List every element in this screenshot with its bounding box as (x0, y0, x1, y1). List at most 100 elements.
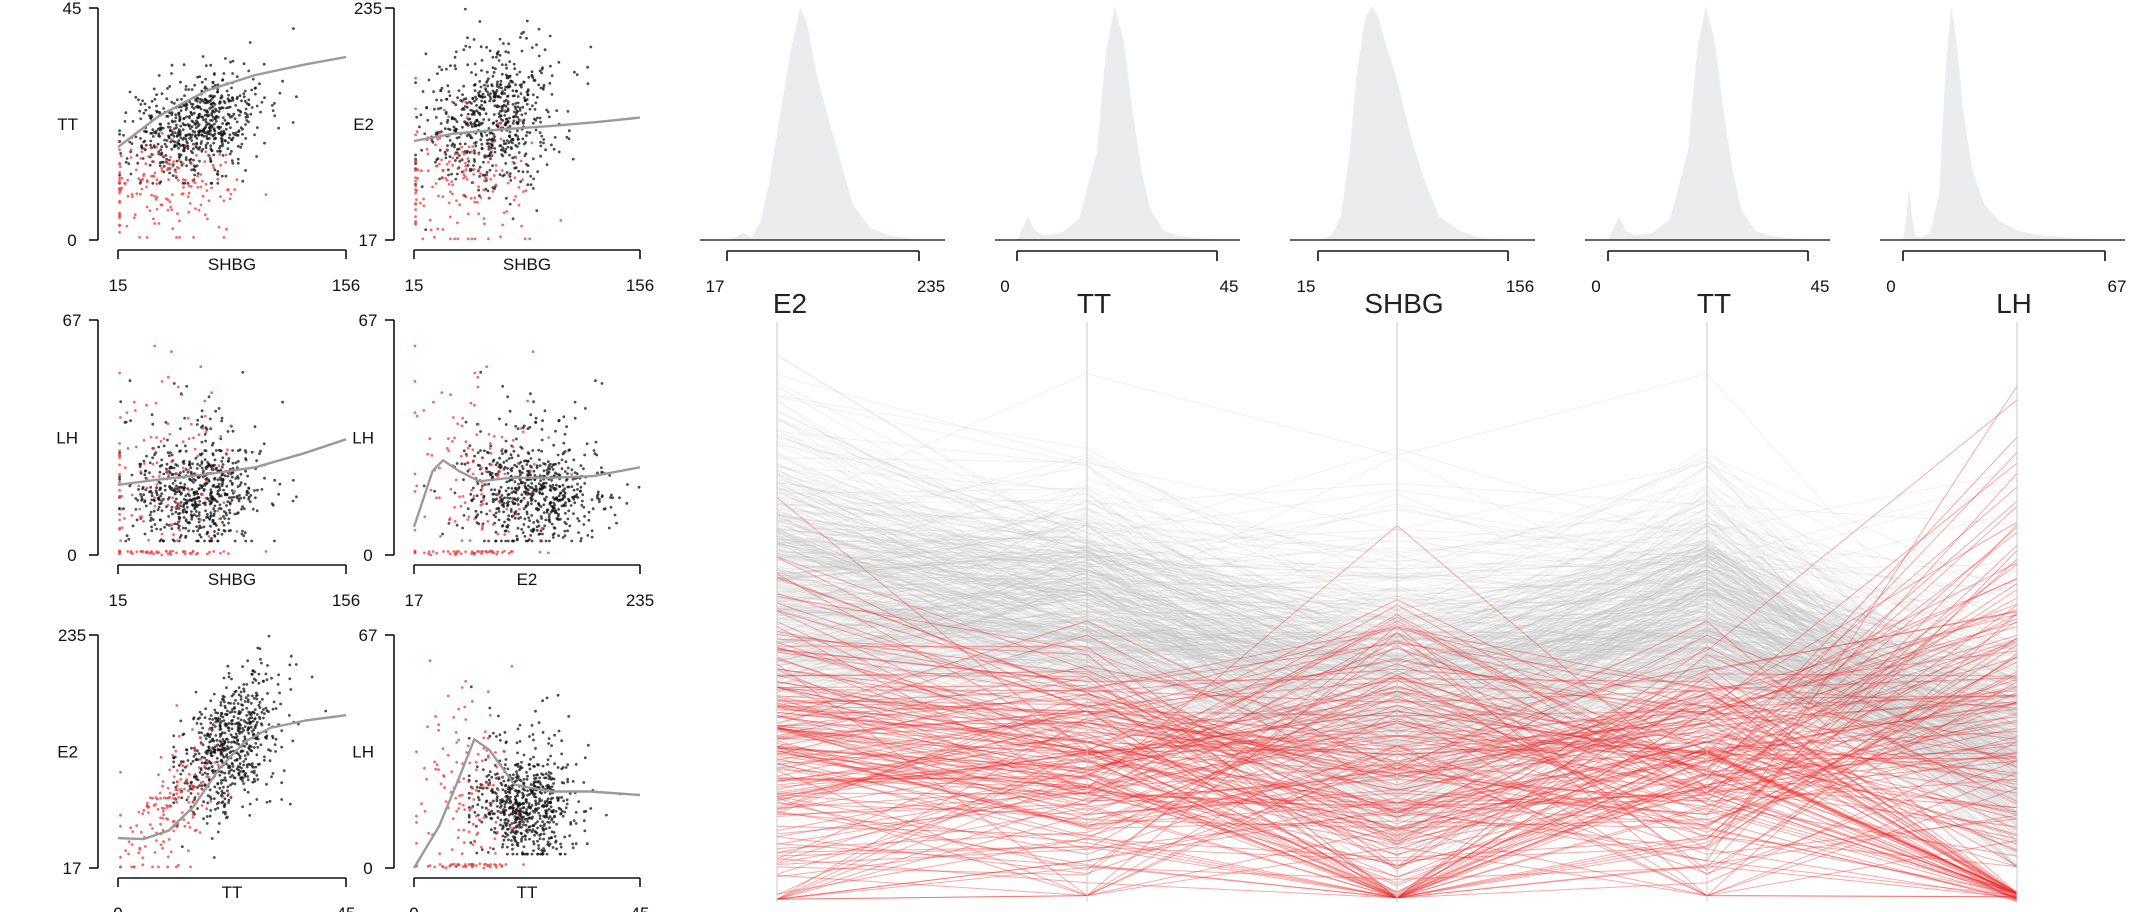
point (202, 135, 206, 138)
point-highlight (141, 863, 145, 867)
point (209, 427, 213, 431)
point-highlight (149, 146, 153, 150)
point-highlight (450, 180, 454, 184)
point (503, 805, 507, 809)
point (203, 734, 207, 737)
point (200, 129, 204, 133)
point (253, 780, 257, 783)
point-highlight (187, 468, 191, 472)
point (504, 147, 508, 151)
point-highlight (144, 845, 147, 848)
point-highlight (494, 821, 498, 824)
point (195, 514, 199, 518)
point (532, 842, 536, 846)
point-highlight (498, 810, 502, 814)
point (220, 106, 224, 109)
point (181, 526, 185, 530)
point (530, 852, 534, 856)
point (242, 507, 246, 511)
point (140, 145, 144, 149)
point (148, 461, 152, 465)
point-highlight (194, 207, 197, 211)
point (509, 179, 513, 182)
point (215, 802, 219, 806)
point (212, 692, 216, 696)
point (148, 471, 151, 474)
point (118, 173, 121, 177)
point-highlight (210, 186, 214, 190)
point (516, 727, 520, 731)
point (477, 798, 481, 802)
point-highlight (153, 194, 156, 198)
point (542, 469, 546, 473)
point (536, 95, 539, 99)
point-highlight (151, 462, 155, 466)
point (188, 114, 191, 118)
point-highlight (235, 530, 239, 533)
point-highlight (209, 799, 213, 803)
point (186, 144, 190, 148)
point (487, 126, 491, 130)
point (518, 83, 522, 87)
point-highlight (174, 170, 178, 174)
point (509, 831, 513, 834)
point (496, 461, 499, 465)
point-highlight (185, 764, 189, 768)
point (474, 144, 478, 148)
point (237, 721, 241, 724)
point-highlight (435, 763, 439, 767)
point (532, 469, 536, 473)
point-highlight (523, 237, 527, 241)
point (598, 500, 601, 504)
point (549, 805, 553, 809)
point (223, 805, 226, 809)
point-highlight (166, 422, 170, 426)
point (564, 511, 567, 515)
point (509, 795, 512, 799)
point (517, 512, 520, 516)
point (230, 719, 233, 723)
point (173, 131, 177, 135)
point-highlight (454, 478, 458, 482)
point (511, 852, 515, 856)
point (494, 511, 498, 515)
point (563, 529, 567, 533)
point (175, 444, 179, 447)
point (177, 111, 181, 115)
point (524, 112, 527, 115)
point (175, 490, 179, 494)
x-axis-label: TT (517, 883, 538, 902)
point (230, 496, 233, 499)
point (583, 756, 587, 760)
point-highlight (197, 208, 201, 212)
point (139, 117, 143, 121)
point (213, 83, 217, 87)
point (545, 799, 549, 803)
point-highlight (456, 422, 460, 426)
point (230, 149, 233, 153)
point-highlight (142, 808, 146, 812)
point-highlight (219, 163, 223, 167)
point (582, 781, 586, 784)
point-highlight (118, 223, 121, 227)
point-highlight (482, 736, 486, 740)
point (557, 461, 561, 465)
point (483, 539, 486, 543)
point (570, 539, 574, 543)
point (586, 82, 590, 86)
point (241, 132, 244, 136)
point-highlight (427, 831, 430, 835)
point (172, 466, 176, 470)
point (213, 136, 217, 140)
point (520, 825, 523, 829)
point-highlight (419, 201, 422, 205)
point (205, 822, 209, 825)
point (197, 147, 201, 151)
point (192, 481, 195, 484)
point (559, 845, 563, 849)
point (244, 696, 248, 700)
point (563, 470, 567, 473)
point-highlight (447, 449, 451, 453)
point (504, 835, 507, 839)
point (522, 820, 525, 824)
